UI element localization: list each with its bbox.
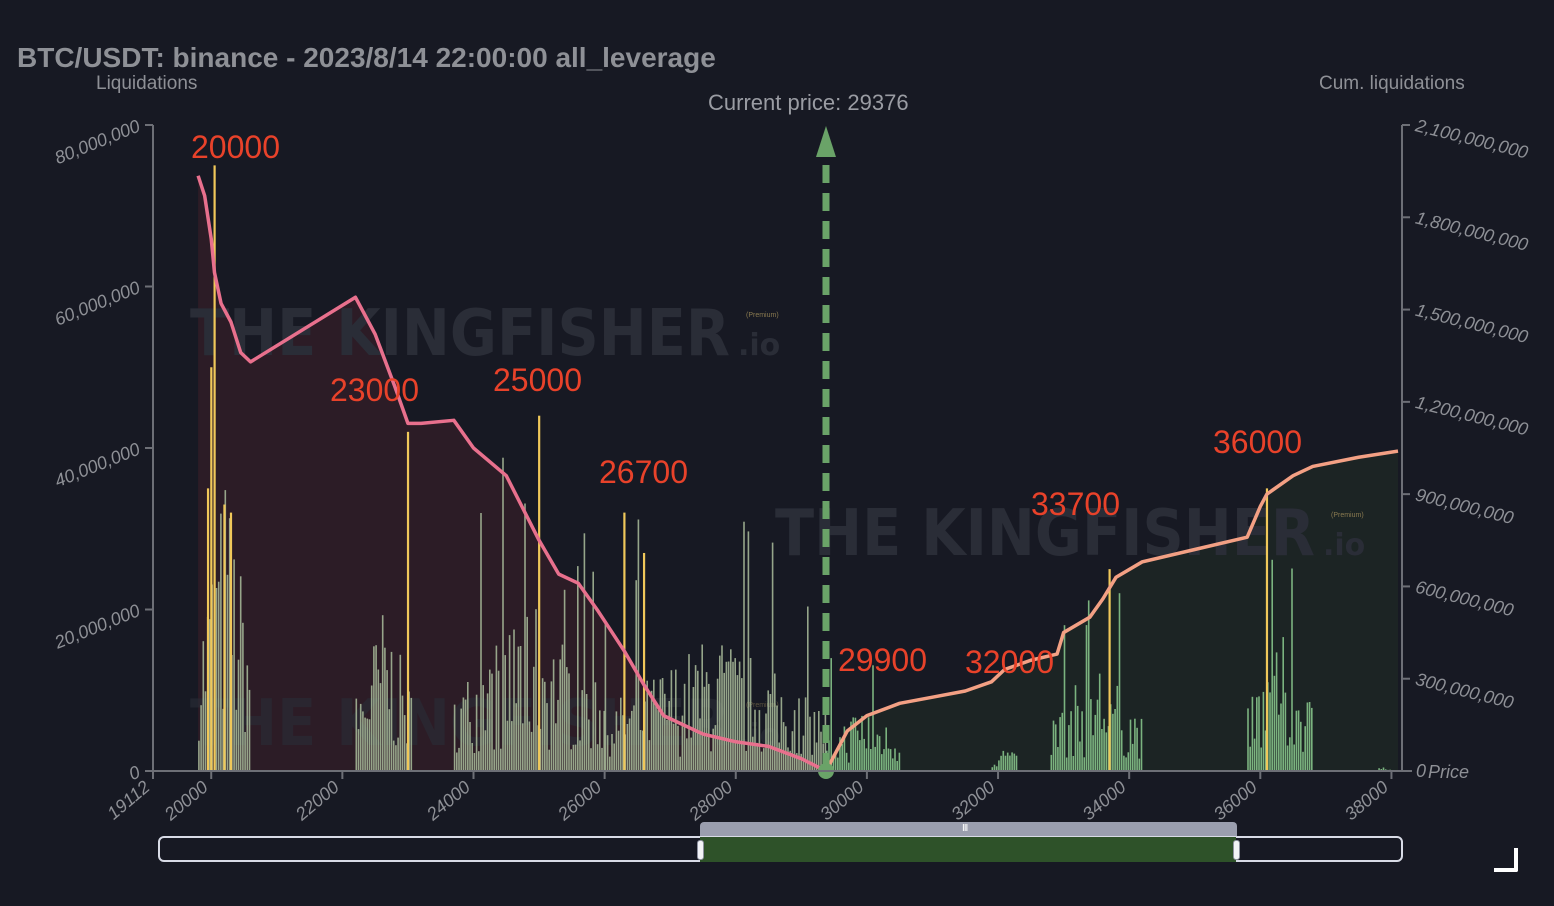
highlight-bar (642, 552, 646, 771)
x-tick: 24000 (422, 777, 474, 825)
right-y-tick: 300,000,000 (1414, 669, 1516, 713)
svg-text:(Premium): (Premium) (746, 312, 779, 319)
svg-text:(Premium): (Premium) (1331, 512, 1364, 519)
highlight-bar (210, 367, 213, 771)
right-y-tick: 1,200,000,000 (1414, 392, 1531, 439)
right-y-tick: 1,500,000,000 (1414, 300, 1531, 347)
price-annotation: 25000 (493, 362, 582, 398)
long-cum-line (824, 449, 1399, 772)
range-slider-drag-bar[interactable] (700, 822, 1237, 836)
svg-text:(Premium): (Premium) (746, 702, 779, 709)
highlight-bar (229, 512, 233, 771)
range-slider-left-handle[interactable] (697, 840, 704, 860)
x-tick: 22000 (291, 777, 343, 825)
resize-corner-icon[interactable] (1494, 848, 1518, 872)
short-cum-line (196, 175, 827, 773)
x-axis-title: Price (1428, 762, 1469, 782)
right-y-tick: 1,800,000,000 (1414, 208, 1531, 255)
x-tick: 38000 (1341, 777, 1392, 825)
chart-title: BTC/USDT: binance - 2023/8/14 22:00:00 a… (17, 42, 716, 73)
short-cum-area (198, 175, 826, 771)
drag-grip-icon: III (962, 823, 968, 834)
right-y-tick: 900,000,000 (1414, 484, 1516, 528)
watermark: THE KINGFISHER .io (Premium) (775, 497, 1365, 571)
x-tick: 28000 (684, 777, 736, 825)
right-y-tick: 600,000,000 (1414, 577, 1516, 621)
price-annotation: 26700 (599, 454, 688, 490)
x-tick: 32000 (947, 777, 998, 825)
svg-text:THE KINGFISHER: THE KINGFISHER (190, 297, 730, 371)
range-slider-right-handle[interactable] (1233, 840, 1240, 860)
x-tick: 36000 (1210, 777, 1261, 825)
left-y-tick: 80,000,000 (52, 116, 143, 168)
left-y-tick: 60,000,000 (52, 277, 143, 329)
current-price-label: Current price: 29376 (708, 90, 909, 115)
right-axis-title: Cum. liquidations (1319, 73, 1465, 94)
price-annotation: 32000 (965, 644, 1054, 680)
left-axis-title: Liquidations (96, 73, 198, 94)
highlight-bar (623, 512, 626, 771)
right-y-tick: 2,100,000,000 (1413, 115, 1531, 162)
highlight-bar (223, 504, 226, 771)
x-tick: 20000 (160, 777, 212, 825)
current-price-arrow-icon (815, 126, 836, 157)
highlight-bar (538, 415, 541, 771)
highlight-bar (206, 488, 210, 771)
price-annotation: 33700 (1031, 486, 1120, 522)
highlight-bar (1108, 569, 1111, 771)
x-tick: 34000 (1079, 777, 1130, 825)
svg-text:.io: .io (738, 328, 780, 363)
x-tick: 30000 (816, 777, 867, 825)
highlight-bar (406, 431, 410, 771)
svg-text:.io: .io (1323, 528, 1365, 563)
price-annotation: 29900 (838, 642, 927, 678)
watermark: THE KINGFISHER .io (Premium) (190, 297, 780, 371)
range-slider-selection[interactable] (700, 837, 1236, 862)
x-tick: 26000 (553, 777, 605, 825)
left-y-tick: 20,000,000 (51, 600, 143, 653)
left-y-tick: 40,000,000 (52, 439, 143, 491)
price-annotation: 36000 (1213, 424, 1302, 460)
right-y-tick: 0 (1416, 761, 1426, 781)
price-annotation: 20000 (191, 129, 280, 165)
highlight-bar (213, 165, 216, 771)
highlight-bar (1265, 488, 1269, 771)
price-annotation: 23000 (330, 372, 419, 408)
x-tick: 19112 (103, 777, 153, 824)
svg-text:THE KINGFISHER: THE KINGFISHER (775, 497, 1315, 571)
